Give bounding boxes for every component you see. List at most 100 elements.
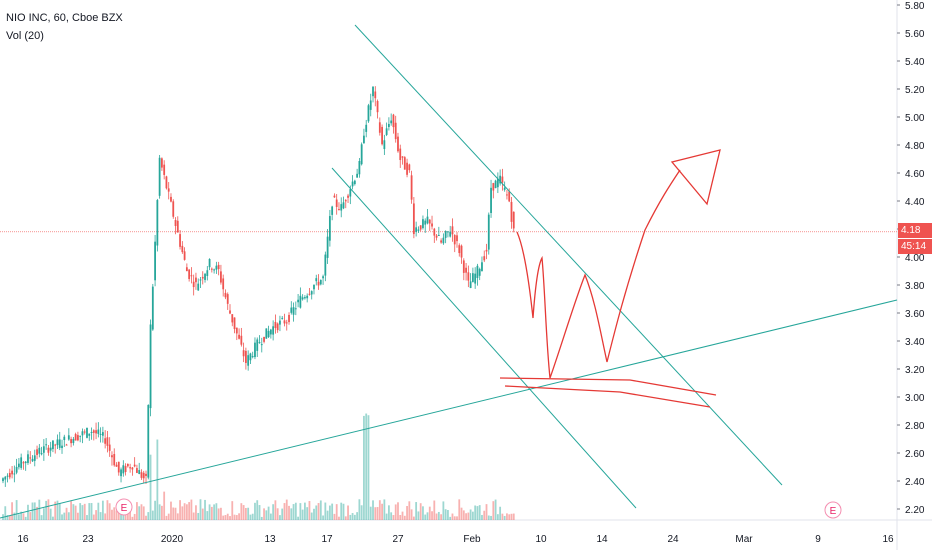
candle-body (340, 204, 343, 211)
volume-bar (136, 502, 138, 520)
candle-body (183, 251, 186, 260)
volume-bar (349, 514, 352, 520)
candle-body (299, 295, 302, 308)
volume-bar (108, 503, 111, 520)
candle-body (54, 444, 57, 446)
volume-bar (310, 512, 313, 520)
candle-body (301, 297, 304, 300)
candle-body (335, 199, 338, 207)
candle-body (108, 444, 111, 451)
chart-legend: NIO INC, 60, Cboe BZX Vol (20) (6, 9, 123, 45)
candle-body (265, 328, 268, 339)
volume-bar (474, 505, 477, 520)
y-tick-label: 3.40 (905, 337, 925, 348)
candle-body (449, 231, 452, 237)
candle-body (72, 438, 75, 444)
volume-bar (460, 507, 463, 520)
y-tick-label: 4.40 (905, 197, 925, 208)
volume-bar (208, 504, 211, 520)
volume-bar (408, 501, 411, 520)
candle-body (412, 203, 415, 235)
volume-bar (238, 513, 240, 520)
candle-body (408, 164, 411, 171)
volume-indicator-label[interactable]: Vol (20) (6, 30, 44, 42)
volume-bar (36, 506, 38, 520)
candle-body (235, 327, 238, 334)
x-tick-label: Feb (463, 534, 481, 545)
x-tick-label: 16 (882, 534, 894, 545)
volume-bar (24, 516, 27, 520)
candle-body (469, 281, 472, 289)
candle-body (192, 281, 195, 288)
volume-bar (210, 506, 213, 520)
candle-body (217, 264, 220, 270)
volume-bar (487, 515, 490, 520)
volume-bar (176, 513, 179, 520)
volume-bar (67, 512, 70, 520)
candle-body (369, 100, 372, 110)
volume-bar (199, 499, 202, 520)
volume-bar (512, 513, 515, 520)
volume-bar (154, 500, 156, 520)
candle-body (8, 472, 11, 478)
volume-bar (388, 505, 390, 520)
volume-bar (372, 500, 374, 520)
candle-body (319, 279, 322, 285)
candle-body (106, 437, 109, 446)
candle-body (433, 228, 436, 236)
candle-body (333, 195, 336, 198)
candle-body (65, 444, 68, 446)
volume-bar (179, 500, 181, 520)
candle-body (431, 223, 433, 227)
bar-countdown-tag: 45:14 (898, 239, 932, 254)
candle-body (306, 295, 309, 299)
candle-body (149, 324, 152, 409)
candle-body (45, 444, 48, 446)
volume-bar (437, 511, 440, 520)
candle-body (435, 235, 438, 238)
volume-bar (399, 515, 402, 520)
candle-body (79, 435, 82, 437)
volume-bar (92, 514, 95, 520)
volume-bar (204, 499, 206, 520)
candle-body (376, 101, 379, 113)
volume-bar (394, 504, 397, 520)
volume-bar (181, 506, 184, 520)
volume-bar (288, 505, 290, 520)
candle-body (15, 466, 18, 473)
volume-bar (122, 514, 125, 520)
candle-body (188, 269, 191, 279)
candle-body (283, 320, 286, 324)
volume-bar (29, 512, 32, 520)
symbol-title[interactable]: NIO INC, 60, Cboe BZX (6, 12, 123, 24)
candle-body (90, 431, 93, 433)
volume-bar (442, 501, 445, 520)
volume-bar (163, 491, 166, 520)
candle-body (460, 245, 463, 258)
candle-body (256, 339, 259, 351)
volume-bar (183, 503, 186, 520)
candle-body (38, 447, 41, 454)
volume-bar (8, 515, 11, 520)
candle-body (397, 136, 399, 152)
candle-body (147, 404, 150, 478)
volume-bar (272, 504, 275, 520)
volume-bar (201, 508, 204, 520)
y-tick-label: 3.80 (905, 281, 925, 292)
candle-body (206, 270, 209, 276)
volume-bar (294, 502, 297, 520)
volume-bar (229, 516, 231, 520)
candle-body (360, 144, 363, 165)
volume-bar (213, 504, 216, 520)
volume-bar (328, 505, 331, 520)
lower-channel-trendline (331, 167, 637, 509)
candle-body (2, 478, 4, 482)
candle-body (172, 201, 175, 217)
candle-body (481, 262, 483, 272)
earnings-marker (115, 498, 133, 516)
candle-body (349, 189, 352, 197)
candle-body (492, 183, 495, 191)
candle-body (49, 447, 52, 451)
